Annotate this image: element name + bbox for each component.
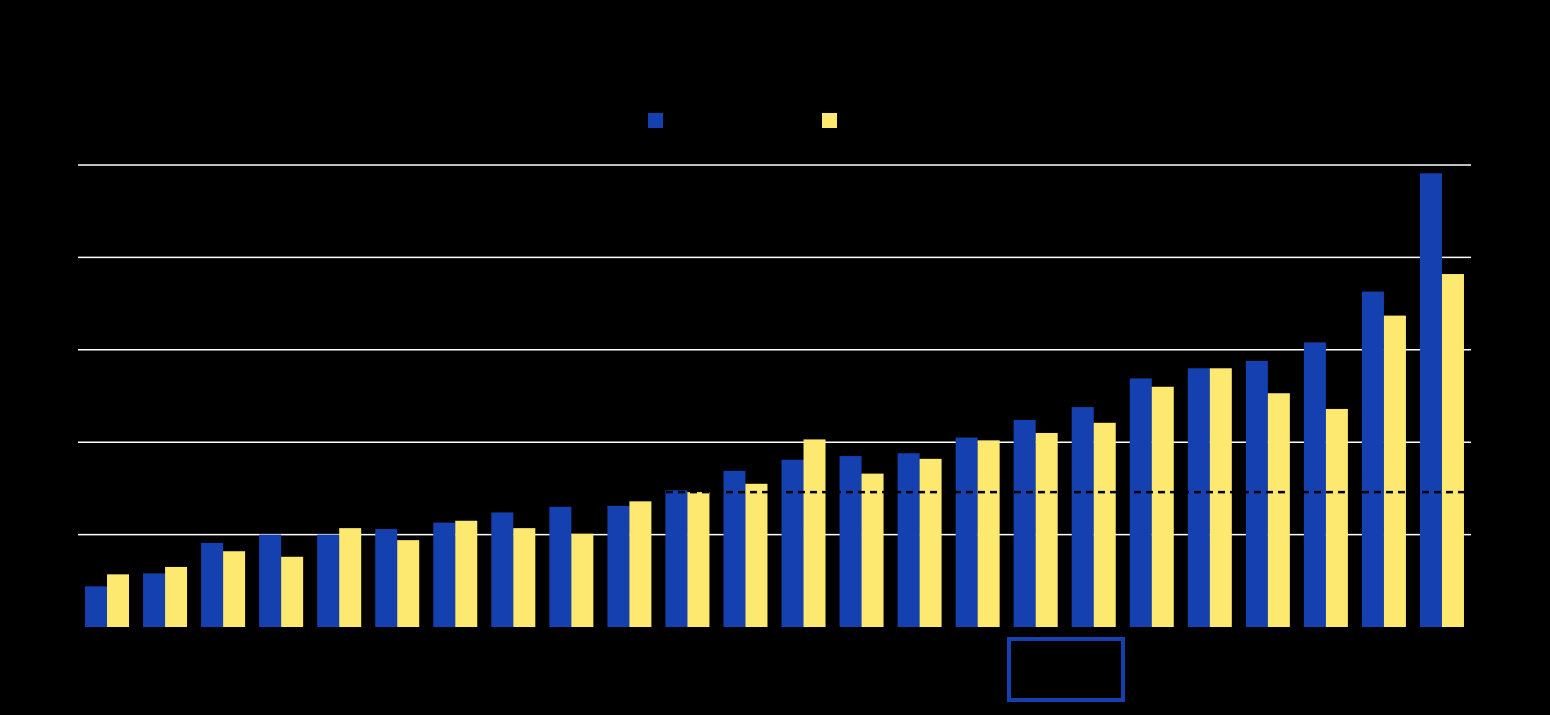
bar xyxy=(143,573,166,627)
bar xyxy=(433,522,456,627)
bar xyxy=(85,586,108,627)
bar xyxy=(861,473,884,627)
bar xyxy=(455,520,478,627)
bar xyxy=(1093,422,1116,627)
bar xyxy=(165,566,188,627)
bar xyxy=(803,439,826,627)
bar xyxy=(201,542,224,627)
bar xyxy=(259,534,282,627)
bar xyxy=(1013,420,1036,627)
bar xyxy=(1383,315,1406,627)
y-tick-label: 1 xyxy=(62,525,70,541)
bar xyxy=(1325,408,1348,627)
bar xyxy=(317,534,340,627)
bar xyxy=(919,458,942,627)
bar xyxy=(513,528,536,627)
bar xyxy=(1209,368,1232,627)
legend-swatch xyxy=(822,113,837,128)
bar xyxy=(1151,386,1174,627)
bar xyxy=(745,483,768,627)
bar xyxy=(549,506,572,627)
bar xyxy=(629,501,652,627)
y-tick-label: 5 xyxy=(62,156,70,172)
bar xyxy=(1071,407,1094,627)
bar xyxy=(1187,368,1210,627)
bar xyxy=(223,551,246,627)
y-tick-label: 4 xyxy=(62,248,70,264)
bar xyxy=(397,540,420,627)
y-tick-label: 2 xyxy=(62,433,70,449)
bar xyxy=(375,529,398,627)
bar xyxy=(1361,291,1384,627)
bar xyxy=(339,528,362,627)
y-tick-label: 3 xyxy=(62,341,70,357)
bar xyxy=(723,470,746,627)
bar xyxy=(687,492,710,627)
bar xyxy=(839,456,862,627)
bar xyxy=(955,437,978,627)
bar xyxy=(1129,378,1152,627)
bar xyxy=(607,505,630,627)
highlight-box xyxy=(1007,637,1125,702)
bar xyxy=(1245,360,1268,627)
bar xyxy=(1267,393,1290,627)
bar xyxy=(491,512,514,627)
bar xyxy=(665,490,688,627)
bar xyxy=(1035,432,1058,627)
bar xyxy=(897,453,920,627)
bar xyxy=(571,533,594,627)
bar xyxy=(781,459,804,627)
bar xyxy=(281,556,304,627)
bar xyxy=(1303,342,1326,627)
bar xyxy=(977,440,1000,627)
bar xyxy=(1419,173,1442,628)
bar xyxy=(1441,274,1464,627)
bar xyxy=(107,574,130,627)
legend-swatch xyxy=(648,113,663,128)
